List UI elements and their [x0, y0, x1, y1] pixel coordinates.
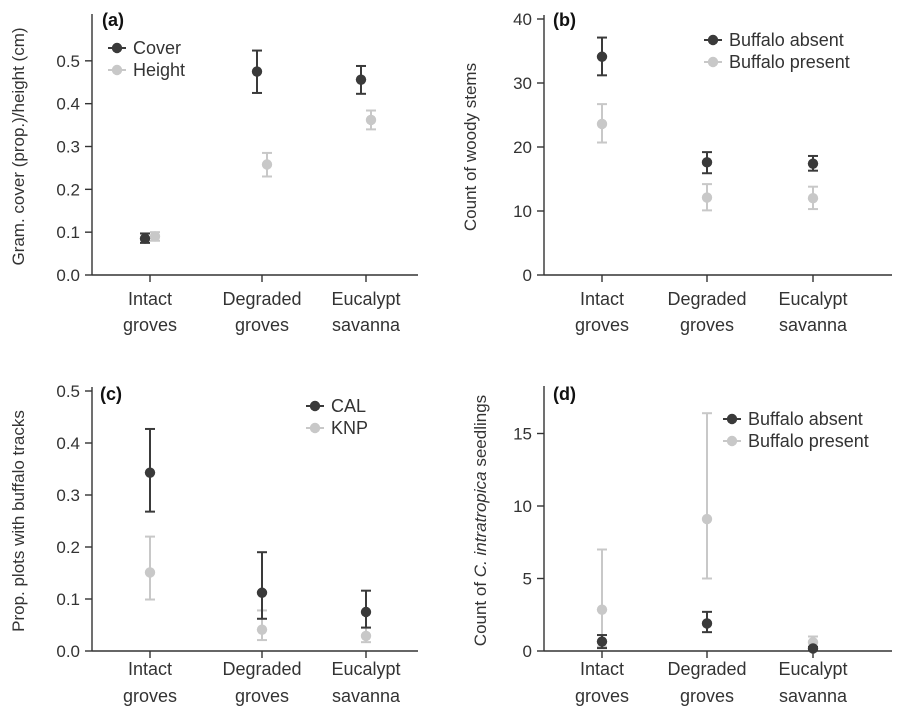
data-point	[807, 158, 819, 169]
x-tick-label: groves	[123, 686, 177, 706]
panel-d: 0 5 10 15 Intact groves Degraded groves Eucalypt…	[471, 384, 892, 706]
y-tick-label: 0.3	[56, 486, 80, 505]
data-point	[701, 513, 713, 525]
x-tick-label: savanna	[779, 686, 848, 706]
data-point	[139, 233, 151, 244]
data-point	[596, 118, 608, 130]
data-point	[596, 51, 608, 62]
panel-a: 0.0 0.1 0.2 0.3 0.4 0.5 Intact groves Degraded gr…	[9, 10, 418, 335]
panel-label: (d)	[553, 384, 576, 404]
y-tick-label: 0.1	[56, 590, 80, 609]
legend-label: Cover	[133, 38, 181, 58]
data-point	[360, 606, 372, 618]
x-tick-label: Intact	[580, 289, 624, 309]
y-tick-label: 0.4	[56, 95, 80, 114]
x-tick-label: Intact	[128, 289, 172, 309]
x-tick-label: groves	[680, 315, 734, 335]
x-tick-label: groves	[123, 315, 177, 335]
x-tick-label: Intact	[580, 659, 624, 679]
data-point	[701, 192, 713, 203]
panel-label: (b)	[553, 10, 576, 30]
legend-marker	[707, 56, 719, 68]
y-tick-label: 0.1	[56, 223, 80, 242]
legend-marker	[707, 34, 719, 46]
legend-marker	[309, 400, 321, 412]
data-point	[256, 624, 268, 635]
y-tick-label: 30	[513, 74, 532, 93]
y-tick-label: 40	[513, 10, 532, 29]
y-axis-title: Count of C. intratropica seedlings	[471, 395, 490, 646]
x-tick-label: savanna	[332, 686, 401, 706]
data-point	[807, 193, 819, 204]
x-tick-label: Eucalypt	[331, 289, 400, 309]
y-tick-label: 0.0	[56, 266, 80, 285]
data-point	[144, 567, 156, 578]
legend-label: Buffalo present	[748, 431, 869, 451]
data-point	[701, 618, 713, 629]
y-tick-label: 5	[523, 570, 532, 589]
y-tick-label: 20	[513, 138, 532, 157]
x-tick-label: Eucalypt	[778, 289, 847, 309]
data-point	[701, 157, 713, 168]
y-tick-label: 0.2	[56, 538, 80, 557]
data-point	[261, 159, 273, 170]
y-axis-title: Count of woody stems	[461, 63, 480, 231]
y-tick-label: 0.5	[56, 52, 80, 71]
x-tick-label: Degraded	[667, 289, 746, 309]
legend-label: Buffalo absent	[748, 409, 863, 429]
panel-b: 0 10 20 30 40 Intact groves Degraded groves Eucal…	[461, 10, 892, 335]
legend-label: Buffalo present	[729, 52, 850, 72]
y-tick-label: 10	[513, 497, 532, 516]
panel-label: (c)	[100, 384, 122, 404]
x-tick-label: groves	[575, 686, 629, 706]
x-tick-label: Intact	[128, 659, 172, 679]
legend-marker	[111, 64, 123, 76]
y-tick-label: 0.3	[56, 138, 80, 157]
x-tick-label: savanna	[779, 315, 848, 335]
y-axis-title: Gram. cover (prop.)/height (cm)	[9, 27, 28, 265]
y-tick-label: 0.5	[56, 382, 80, 401]
legend-label: KNP	[331, 418, 368, 438]
legend-marker	[726, 435, 738, 447]
data-point	[251, 66, 263, 77]
panel-label: (a)	[102, 10, 124, 30]
legend-marker	[726, 413, 738, 425]
data-point	[365, 114, 377, 126]
x-tick-label: groves	[680, 686, 734, 706]
y-tick-label: 0.2	[56, 180, 80, 199]
y-tick-label: 0.0	[56, 642, 80, 661]
y-tick-label: 10	[513, 202, 532, 221]
data-point	[256, 587, 268, 598]
legend-marker	[309, 422, 321, 434]
panel-c: 0.0 0.1 0.2 0.3 0.4 0.5 Intact groves Degraded gr…	[9, 382, 418, 706]
data-point	[355, 74, 367, 85]
x-tick-label: savanna	[332, 315, 401, 335]
x-tick-label: groves	[235, 315, 289, 335]
data-point	[596, 636, 608, 647]
y-tick-label: 0	[523, 642, 532, 661]
data-point	[807, 643, 819, 654]
y-tick-label: 0	[523, 266, 532, 285]
x-tick-label: Eucalypt	[778, 659, 847, 679]
legend-marker	[111, 42, 123, 54]
y-tick-label: 0.4	[56, 434, 80, 453]
x-tick-label: Degraded	[667, 659, 746, 679]
x-tick-label: Eucalypt	[331, 659, 400, 679]
x-tick-label: Degraded	[222, 659, 301, 679]
legend-label: CAL	[331, 396, 366, 416]
legend-label: Height	[133, 60, 185, 80]
x-tick-label: groves	[235, 686, 289, 706]
x-tick-label: Degraded	[222, 289, 301, 309]
data-point	[149, 231, 161, 242]
y-axis-title: Prop. plots with buffalo tracks	[9, 410, 28, 632]
x-tick-label: groves	[575, 315, 629, 335]
data-point	[144, 467, 156, 478]
legend-label: Buffalo absent	[729, 30, 844, 50]
y-tick-label: 15	[513, 425, 532, 444]
data-point	[360, 630, 372, 642]
data-point	[596, 604, 608, 615]
